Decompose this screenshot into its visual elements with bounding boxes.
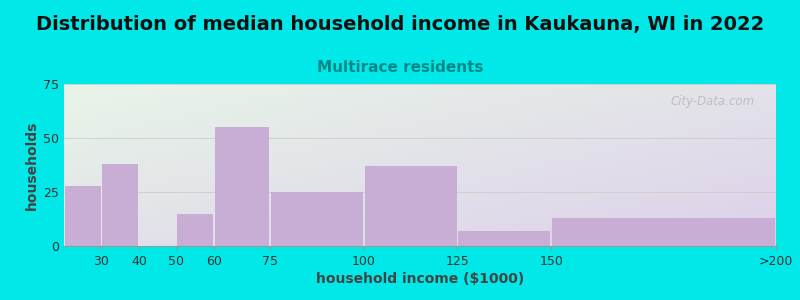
Text: City-Data.com: City-Data.com xyxy=(670,95,754,108)
Bar xyxy=(65,185,101,246)
Bar xyxy=(552,218,775,246)
Bar xyxy=(271,192,363,246)
Bar xyxy=(365,166,457,246)
Y-axis label: households: households xyxy=(25,120,39,210)
Bar xyxy=(215,127,269,246)
Bar xyxy=(458,231,550,246)
Bar xyxy=(102,164,138,246)
Text: Distribution of median household income in Kaukauna, WI in 2022: Distribution of median household income … xyxy=(36,15,764,34)
Text: Multirace residents: Multirace residents xyxy=(317,60,483,75)
X-axis label: household income ($1000): household income ($1000) xyxy=(316,272,524,286)
Bar xyxy=(178,214,213,246)
